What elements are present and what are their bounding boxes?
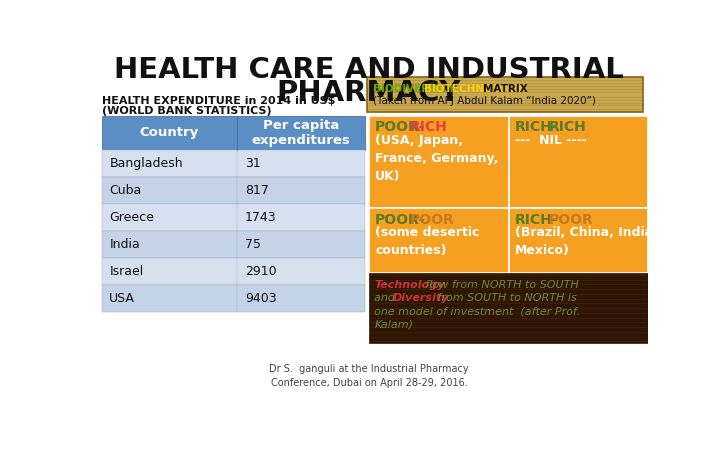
Text: Technology: Technology	[374, 280, 445, 290]
Text: ---  NIL ----: --- NIL ----	[515, 134, 587, 147]
Text: Kalam): Kalam)	[374, 320, 413, 330]
FancyBboxPatch shape	[367, 77, 642, 112]
Text: POOR-: POOR-	[375, 120, 426, 134]
FancyBboxPatch shape	[102, 177, 365, 204]
Text: Diversity: Diversity	[393, 293, 449, 303]
Text: Israel: Israel	[109, 265, 143, 278]
Text: one model of investment  (after Prof.: one model of investment (after Prof.	[374, 306, 580, 316]
Text: (USA, Japan,
France, Germany,
UK): (USA, Japan, France, Germany, UK)	[375, 134, 498, 183]
Text: Per capita
expenditures: Per capita expenditures	[252, 119, 351, 147]
Text: RICH-: RICH-	[515, 120, 558, 134]
FancyBboxPatch shape	[102, 150, 365, 177]
Text: Country: Country	[140, 126, 199, 140]
Text: (some desertic
countries): (some desertic countries)	[375, 226, 480, 257]
Text: HEALTH EXPENDITURE in 2014 in US$: HEALTH EXPENDITURE in 2014 in US$	[102, 96, 335, 106]
Text: India: India	[109, 238, 140, 251]
Text: Dr S.  ganguli at the Industrial Pharmacy
Conference, Dubai on April 28-29, 2016: Dr S. ganguli at the Industrial Pharmacy…	[269, 364, 469, 388]
Text: RICH-: RICH-	[515, 212, 558, 227]
FancyBboxPatch shape	[369, 208, 508, 274]
Text: HEALTH CARE AND INDUSTRIAL: HEALTH CARE AND INDUSTRIAL	[114, 56, 624, 84]
Text: 9403: 9403	[245, 292, 276, 305]
Text: flow from NORTH to SOUTH: flow from NORTH to SOUTH	[423, 280, 579, 290]
FancyBboxPatch shape	[102, 231, 365, 258]
Text: Cuba: Cuba	[109, 184, 142, 197]
FancyBboxPatch shape	[102, 285, 365, 312]
Text: (WORLD BANK STATISTICS): (WORLD BANK STATISTICS)	[102, 106, 271, 116]
Text: from SOUTH to NORTH is: from SOUTH to NORTH is	[434, 293, 577, 303]
Text: POOR-: POOR-	[375, 212, 426, 227]
Text: Greece: Greece	[109, 211, 154, 224]
Text: 2910: 2910	[245, 265, 276, 278]
FancyBboxPatch shape	[369, 116, 508, 208]
Text: 1743: 1743	[245, 211, 276, 224]
Text: POOR: POOR	[549, 212, 593, 227]
Text: BIODIVERSITY: BIODIVERSITY	[373, 84, 459, 94]
FancyBboxPatch shape	[102, 258, 365, 285]
FancyBboxPatch shape	[508, 116, 648, 208]
Text: RICH: RICH	[409, 120, 447, 134]
Text: and: and	[374, 293, 399, 303]
Text: USA: USA	[109, 292, 135, 305]
Text: POOR: POOR	[409, 212, 454, 227]
FancyBboxPatch shape	[508, 208, 648, 274]
Text: MATRIX: MATRIX	[483, 84, 528, 94]
FancyBboxPatch shape	[102, 116, 365, 150]
FancyBboxPatch shape	[102, 204, 365, 231]
Text: (Taken from APJ Abdul Kalam “India 2020”): (Taken from APJ Abdul Kalam “India 2020”…	[373, 96, 595, 106]
Text: Bangladesh: Bangladesh	[109, 157, 183, 170]
Text: PHARMACY: PHARMACY	[276, 79, 462, 107]
Text: RICH: RICH	[549, 120, 587, 134]
Text: 75: 75	[245, 238, 261, 251]
FancyBboxPatch shape	[369, 274, 648, 343]
Text: 31: 31	[245, 157, 261, 170]
Text: 817: 817	[245, 184, 269, 197]
Text: (Brazil, China, India,
Mexico): (Brazil, China, India, Mexico)	[515, 226, 657, 257]
Text: BIOTECHNOLOGY: BIOTECHNOLOGY	[424, 84, 527, 94]
